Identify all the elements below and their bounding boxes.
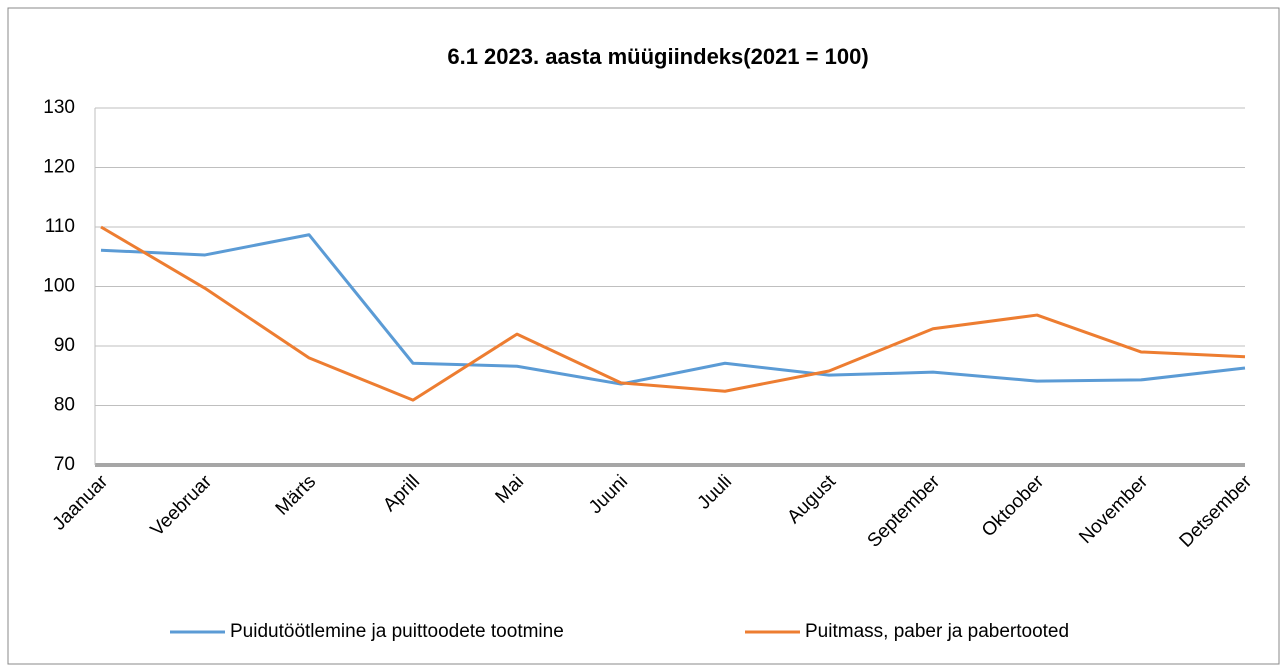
chart-title: 6.1 2023. aasta müügiindeks(2021 = 100)	[447, 44, 868, 69]
legend-label: Puitmass, paber ja pabertooted	[805, 621, 1069, 642]
series-line	[100, 225, 1246, 402]
y-tick-label: 100	[43, 276, 75, 297]
series-line	[100, 233, 1246, 386]
legend-label: Puidutöötlemine ja puittoodete tootmine	[230, 621, 564, 642]
y-tick-label: 90	[54, 335, 75, 356]
chart-border	[7, 7, 1280, 665]
y-tick-label: 130	[43, 97, 75, 118]
y-tick-label: 70	[54, 454, 75, 475]
y-tick-label: 110	[45, 216, 75, 237]
y-tick-label: 120	[43, 157, 75, 178]
y-tick-label: 80	[54, 395, 75, 416]
